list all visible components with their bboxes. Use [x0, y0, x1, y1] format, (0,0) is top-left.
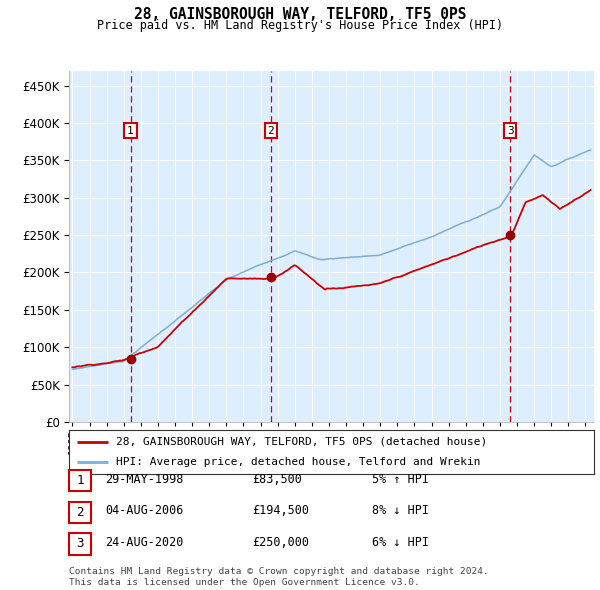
- Text: Contains HM Land Registry data © Crown copyright and database right 2024.: Contains HM Land Registry data © Crown c…: [69, 566, 489, 576]
- Text: 2: 2: [268, 126, 274, 136]
- Text: 3: 3: [507, 126, 514, 136]
- Text: Price paid vs. HM Land Registry's House Price Index (HPI): Price paid vs. HM Land Registry's House …: [97, 19, 503, 32]
- Text: 3: 3: [76, 537, 83, 550]
- Text: 24-AUG-2020: 24-AUG-2020: [105, 536, 184, 549]
- Text: HPI: Average price, detached house, Telford and Wrekin: HPI: Average price, detached house, Telf…: [116, 457, 481, 467]
- Text: 1: 1: [76, 474, 83, 487]
- Text: £83,500: £83,500: [252, 473, 302, 486]
- Text: 5% ↑ HPI: 5% ↑ HPI: [372, 473, 429, 486]
- Text: 28, GAINSBOROUGH WAY, TELFORD, TF5 0PS: 28, GAINSBOROUGH WAY, TELFORD, TF5 0PS: [134, 7, 466, 22]
- Text: 2: 2: [76, 506, 83, 519]
- Text: 6% ↓ HPI: 6% ↓ HPI: [372, 536, 429, 549]
- Text: 1: 1: [127, 126, 134, 136]
- Text: 8% ↓ HPI: 8% ↓ HPI: [372, 504, 429, 517]
- Text: £194,500: £194,500: [252, 504, 309, 517]
- Text: 28, GAINSBOROUGH WAY, TELFORD, TF5 0PS (detached house): 28, GAINSBOROUGH WAY, TELFORD, TF5 0PS (…: [116, 437, 487, 447]
- Text: This data is licensed under the Open Government Licence v3.0.: This data is licensed under the Open Gov…: [69, 578, 420, 587]
- Text: 29-MAY-1998: 29-MAY-1998: [105, 473, 184, 486]
- Text: 04-AUG-2006: 04-AUG-2006: [105, 504, 184, 517]
- Text: £250,000: £250,000: [252, 536, 309, 549]
